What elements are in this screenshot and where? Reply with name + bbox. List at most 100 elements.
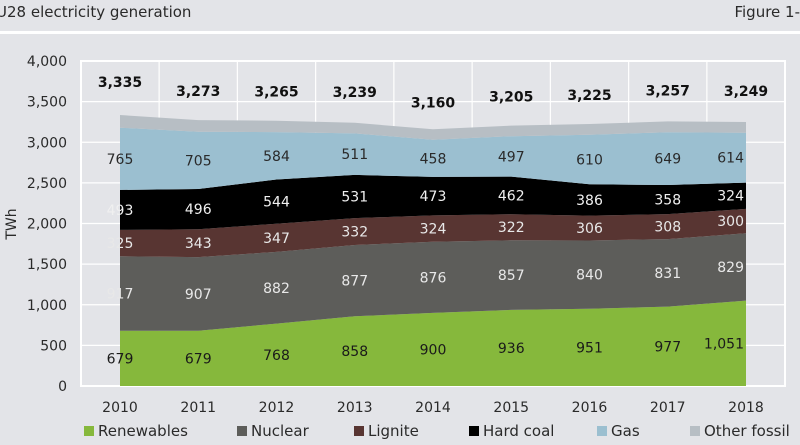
legend-item-other-fossil: Other fossil xyxy=(690,422,790,440)
x-axis-ticks: 2010 2011 2012 2013 2014 2015 2016 2017 2018 xyxy=(102,400,764,416)
x-tick-label: 2010 xyxy=(102,400,138,416)
y-tick-label: 3,500 xyxy=(27,95,67,111)
x-tick-label: 2013 xyxy=(337,400,373,416)
legend-swatch xyxy=(84,426,94,436)
x-tick-label: 2014 xyxy=(415,400,451,416)
area-hard-coal xyxy=(120,174,746,230)
data-label: 857 xyxy=(498,268,525,284)
data-label: 1,051 xyxy=(704,336,744,352)
total-labels: 3,335 3,273 3,265 3,239 3,160 3,205 3,225 3,257… xyxy=(98,75,768,111)
data-label: 332 xyxy=(341,225,368,241)
x-tick-label: 2017 xyxy=(650,400,686,416)
data-label: 829 xyxy=(717,260,744,276)
data-label: 324 xyxy=(420,222,447,238)
data-label: 458 xyxy=(420,151,447,167)
data-label: 679 xyxy=(107,351,134,367)
total-label: 3,273 xyxy=(176,84,220,100)
total-label: 3,265 xyxy=(254,85,298,101)
y-tick-label: 3,000 xyxy=(27,135,67,151)
legend-swatch xyxy=(237,426,247,436)
legend: Renewables Nuclear Lignite Hard coal Gas Othe… xyxy=(0,422,800,444)
data-label: 614 xyxy=(717,151,744,167)
data-label: 308 xyxy=(654,220,681,236)
data-label: 462 xyxy=(498,188,525,204)
figure-label: Figure 1- xyxy=(734,3,800,21)
data-label: 343 xyxy=(185,236,212,252)
y-tick-label: 0 xyxy=(58,379,67,395)
data-label: 324 xyxy=(717,189,744,205)
data-label: 511 xyxy=(341,147,368,163)
x-tick-label: 2018 xyxy=(728,400,764,416)
total-label: 3,205 xyxy=(489,90,533,106)
legend-item-gas: Gas xyxy=(597,422,640,440)
legend-label: Lignite xyxy=(368,422,419,440)
legend-swatch xyxy=(354,426,364,436)
x-tick-label: 2015 xyxy=(493,400,529,416)
legend-label: Hard coal xyxy=(483,422,555,440)
legend-item-hard-coal: Hard coal xyxy=(469,422,554,440)
legend-label: Nuclear xyxy=(251,422,309,440)
data-label: 493 xyxy=(107,203,134,219)
area-lignite xyxy=(120,208,746,258)
legend-swatch xyxy=(469,426,479,436)
data-label: 544 xyxy=(263,195,290,211)
data-label: 679 xyxy=(185,351,212,367)
area-renewables xyxy=(120,300,746,386)
total-label: 3,160 xyxy=(411,95,456,111)
area-other-fossil xyxy=(120,115,746,140)
y-axis-label: TWh xyxy=(4,208,20,240)
data-label: 705 xyxy=(185,153,212,169)
data-label: 977 xyxy=(654,339,681,355)
legend-swatch xyxy=(690,426,700,436)
x-tick-label: 2011 xyxy=(180,400,216,416)
data-label: 917 xyxy=(107,287,134,303)
header-divider xyxy=(0,31,800,34)
y-tick-label: 1,500 xyxy=(27,257,67,273)
data-label: 768 xyxy=(263,348,290,364)
legend-swatch xyxy=(597,426,607,436)
data-label: 358 xyxy=(654,193,681,209)
data-label: 496 xyxy=(185,202,212,218)
x-tick-label: 2012 xyxy=(259,400,295,416)
area-nuclear xyxy=(120,233,746,331)
data-labels: 679 679 768 858 900 936 951 977 1,051 917 907 882 87… xyxy=(107,147,744,367)
area-gas xyxy=(120,127,746,190)
data-label: 473 xyxy=(420,189,447,205)
data-label: 876 xyxy=(420,270,447,286)
data-label: 900 xyxy=(420,342,447,358)
total-label: 3,335 xyxy=(98,75,142,91)
data-label: 858 xyxy=(341,344,368,360)
y-tick-label: 1,000 xyxy=(27,298,67,314)
x-tick-label: 2016 xyxy=(572,400,608,416)
data-label: 531 xyxy=(341,189,368,205)
legend-item-lignite: Lignite xyxy=(354,422,419,440)
data-label: 325 xyxy=(107,236,134,252)
data-label: 840 xyxy=(576,268,603,284)
data-label: 877 xyxy=(341,274,368,290)
data-label: 649 xyxy=(654,152,681,168)
data-label: 300 xyxy=(717,214,744,230)
data-label: 347 xyxy=(263,231,290,247)
chart-header: U28 electricity generation Figure 1- xyxy=(0,0,800,34)
total-label: 3,249 xyxy=(724,84,768,100)
data-label: 936 xyxy=(498,341,525,357)
legend-label: Gas xyxy=(611,422,640,440)
y-tick-label: 500 xyxy=(40,338,67,354)
data-label: 765 xyxy=(107,152,134,168)
y-tick-label: 2,000 xyxy=(27,217,67,233)
data-label: 322 xyxy=(498,220,525,236)
total-label: 3,239 xyxy=(333,85,377,101)
data-label: 584 xyxy=(263,149,290,165)
data-label: 497 xyxy=(498,149,525,165)
chart-title: U28 electricity generation xyxy=(0,3,192,21)
data-label: 831 xyxy=(654,266,681,282)
data-label: 306 xyxy=(576,221,603,237)
area-series xyxy=(120,115,746,386)
legend-item-renewables: Renewables xyxy=(84,422,188,440)
y-tick-label: 2,500 xyxy=(27,176,67,192)
legend-label: Other fossil xyxy=(704,422,790,440)
data-label: 386 xyxy=(576,193,603,209)
total-label: 3,225 xyxy=(567,88,611,104)
data-label: 882 xyxy=(263,281,290,297)
